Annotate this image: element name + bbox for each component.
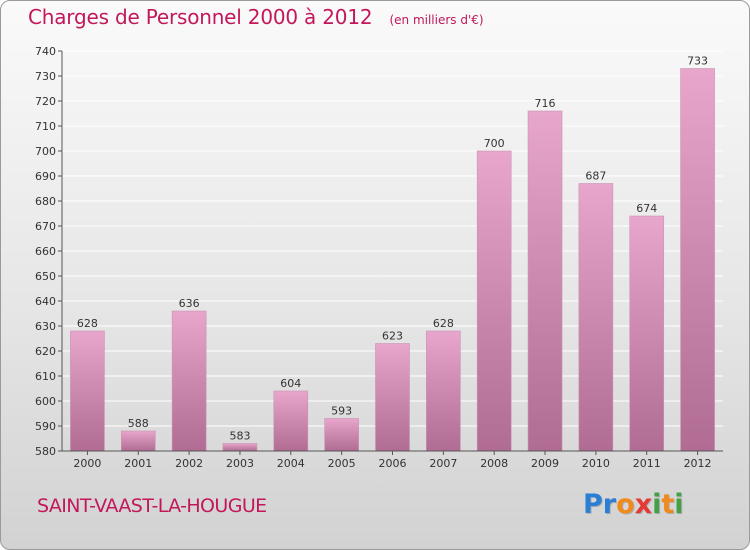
y-tick-label: 590 [35,420,56,433]
x-tick-label: 2000 [73,457,101,470]
x-tick-label: 2006 [379,457,407,470]
bar [426,330,461,452]
y-tick-label: 650 [35,270,56,283]
chart-title: Charges de Personnel 2000 à 2012 [28,5,373,29]
x-tick-label: 2008 [480,457,508,470]
y-tick-label: 620 [35,345,56,358]
data-label: 588 [128,417,149,430]
place-name: SAINT-VAAST-LA-HOUGUE [37,495,267,517]
x-tick-label: 2010 [582,457,610,470]
x-tick-label: 2002 [175,457,203,470]
y-tick-label: 670 [35,220,56,233]
bar [120,430,156,452]
y-tick-label: 600 [35,395,56,408]
data-label: 583 [229,430,250,443]
y-tick-label: 710 [35,120,56,133]
data-label: 593 [331,405,352,418]
axes: 580 590 600 610 620 630 640 650 660 670 680 690 700 7… [35,45,723,470]
bar [375,343,410,452]
x-tick-label: 2003 [226,457,254,470]
data-label: 687 [585,170,606,183]
y-tick-label: 690 [35,170,56,183]
logo-letter: P [583,489,603,520]
data-label: 733 [687,55,708,68]
x-tick-label: 2004 [277,457,305,470]
y-tick-label: 640 [35,295,56,308]
bar [578,183,614,452]
x-tick-label: 2011 [633,457,661,470]
data-label: 623 [382,330,403,343]
bars [70,68,715,452]
data-labels: 628 588 636 583 604 593 623 628 700 716 687 674 733 [77,55,708,443]
bar [273,390,309,452]
data-label: 628 [433,317,454,330]
y-tick-label: 740 [35,45,56,58]
y-tick-label: 630 [35,320,56,333]
data-label: 604 [280,377,301,390]
y-tick-label: 730 [35,70,56,83]
x-tick-label: 2009 [531,457,559,470]
y-tick-label: 700 [35,145,56,158]
y-tick-label: 580 [35,445,56,458]
data-label: 716 [535,97,556,110]
logo-letter: i [652,489,662,520]
bar [324,418,359,452]
data-label: 628 [77,317,98,330]
bar [476,150,512,452]
chart-subtitle: (en milliers d'€) [389,13,484,27]
x-tick-label: 2001 [124,457,152,470]
data-label: 700 [484,137,505,150]
x-tick-label: 2007 [429,457,457,470]
data-label: 674 [636,202,657,215]
data-label: 636 [179,297,200,310]
logo-letter: i [674,489,684,520]
x-tick-label: 2005 [328,457,356,470]
logo-letter: t [661,489,675,520]
bar [70,330,105,452]
y-tick-label: 720 [35,95,56,108]
logo-letter: r [602,489,617,520]
bar [629,215,665,452]
y-tick-label: 660 [35,245,56,258]
logo-letter: x [634,489,653,520]
title-row: Charges de Personnel 2000 à 2012 (en mil… [28,5,484,29]
proxiti-logo: Proxiti [583,489,684,520]
bar [171,310,207,452]
y-tick-label: 680 [35,195,56,208]
bar [222,443,258,452]
logo-letter: o [616,489,635,520]
bar [680,68,715,452]
x-tick-label: 2012 [684,457,712,470]
y-tick-label: 610 [35,370,56,383]
bar [527,110,563,452]
